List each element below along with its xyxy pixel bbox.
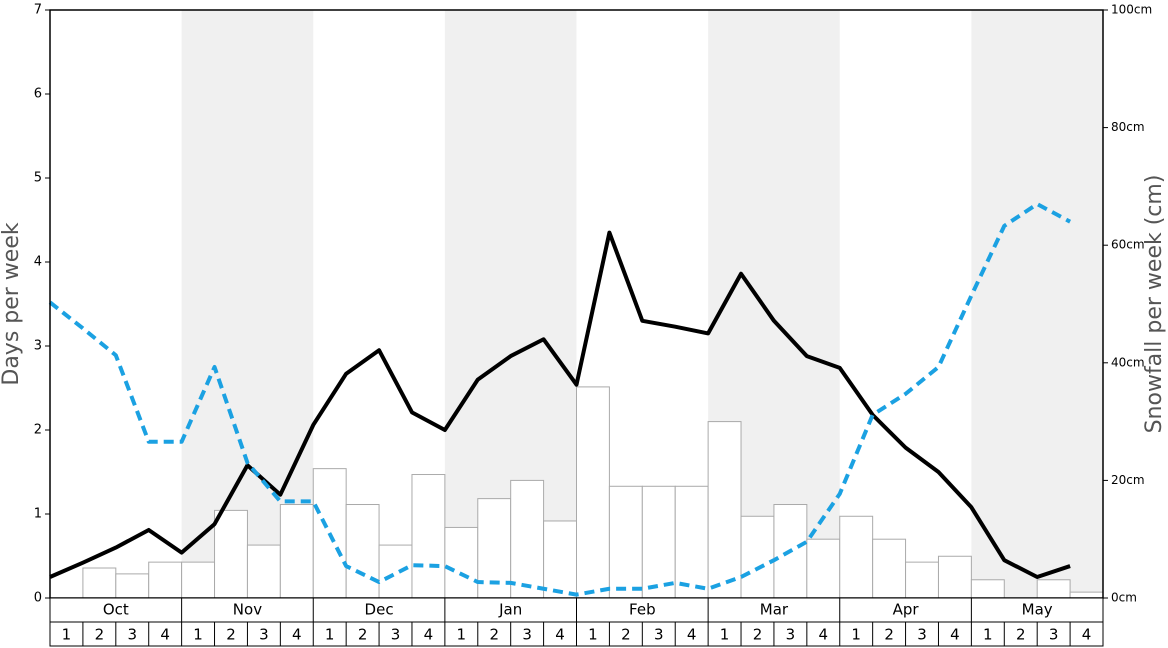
x-tick-label: 2 (884, 626, 894, 644)
x-tick-label: 2 (1016, 626, 1026, 644)
bar (115, 573, 150, 599)
x-tick-label: 3 (127, 626, 137, 644)
y-tick-label: 1 (34, 507, 42, 522)
x-tick-label: 4 (687, 626, 697, 644)
x-tick-label: 1 (983, 626, 993, 644)
bar (608, 485, 643, 599)
bar (345, 504, 380, 599)
bar (576, 386, 610, 599)
month-label: May (1022, 601, 1053, 619)
x-tick-label: 1 (851, 626, 861, 644)
line-series (49, 230, 1071, 579)
month-label: Mar (760, 601, 789, 619)
y2-tick-label: 100cm (1111, 3, 1152, 17)
bar (246, 544, 281, 599)
x-tick-label: 2 (621, 626, 631, 644)
bar (1036, 579, 1071, 599)
x-tick-label: 1 (588, 626, 598, 644)
x-tick-label: 3 (522, 626, 532, 644)
bar (510, 479, 545, 599)
bar (641, 485, 676, 599)
x-tick-label: 4 (424, 626, 434, 644)
bar (444, 526, 479, 599)
x-tick-label: 4 (292, 626, 302, 644)
y2-tick-label: 40cm (1111, 355, 1145, 369)
x-tick-label: 4 (160, 626, 170, 644)
x-tick-label: 2 (226, 626, 236, 644)
bar (839, 515, 874, 599)
bar (905, 561, 939, 599)
x-tick-label: 3 (259, 626, 269, 644)
x-tick-label: 4 (819, 626, 829, 644)
bar (82, 567, 117, 599)
y2-axis-title: Snowfall per week (cm) (1142, 175, 1167, 434)
bar (181, 561, 216, 599)
x-tick-label: 2 (358, 626, 368, 644)
x-tick-label: 3 (654, 626, 664, 644)
x-tick-label: 3 (786, 626, 796, 644)
x-tick-label: 1 (325, 626, 335, 644)
x-tick-label: 3 (917, 626, 927, 644)
bar (806, 538, 841, 599)
x-tick-label: 1 (62, 626, 72, 644)
y-tick-label: 6 (34, 87, 42, 102)
month-label: Nov (233, 601, 262, 619)
bar (214, 509, 248, 599)
bar (279, 504, 314, 599)
y2-tick-label: 80cm (1111, 120, 1145, 134)
x-tick-label: 4 (1082, 626, 1092, 644)
bar (148, 561, 183, 599)
month-label: Dec (365, 601, 394, 619)
x-tick-label: 1 (193, 626, 203, 644)
bar (740, 515, 775, 599)
bar (937, 555, 972, 599)
bar (543, 520, 577, 599)
y-axis-title: Days per week (0, 222, 24, 385)
x-tick-label: 2 (489, 626, 499, 644)
y2-tick-label: 20cm (1111, 473, 1145, 487)
y-tick-label: 0 (34, 591, 42, 606)
y-tick-label: 4 (34, 255, 42, 270)
x-tick-label: 3 (391, 626, 401, 644)
line-series (48, 202, 1072, 597)
x-tick-label: 1 (457, 626, 467, 644)
x-tick-label: 2 (95, 626, 105, 644)
x-tick-label: 4 (555, 626, 565, 644)
y2-tick-label: 60cm (1111, 238, 1145, 252)
bar (872, 538, 907, 599)
y-tick-label: 2 (34, 423, 42, 438)
bar (674, 485, 709, 599)
bar (378, 544, 413, 599)
bar (970, 579, 1005, 599)
month-label: Feb (629, 601, 656, 619)
x-tick-label: 2 (753, 626, 763, 644)
month-label: Jan (498, 601, 522, 619)
month-shade (971, 10, 1103, 598)
y-tick-label: 3 (34, 339, 42, 354)
bar (411, 474, 446, 599)
x-tick-label: 1 (720, 626, 730, 644)
y-tick-label: 5 (34, 171, 42, 186)
x-tick-label: 3 (1049, 626, 1059, 644)
y-tick-label: 7 (34, 3, 42, 18)
x-tick-label: 4 (950, 626, 960, 644)
month-label: Oct (103, 601, 129, 619)
month-label: Apr (893, 601, 920, 619)
bar (1069, 591, 1104, 599)
y2-tick-label: 0cm (1111, 591, 1137, 605)
bar (707, 421, 742, 599)
